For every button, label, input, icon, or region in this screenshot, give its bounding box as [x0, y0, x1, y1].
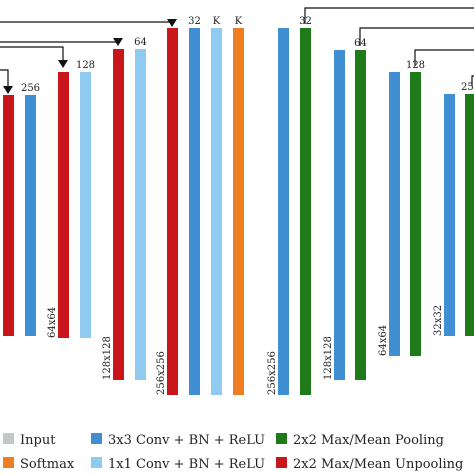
legend-label-softmax: Softmax — [20, 457, 75, 472]
skip-connection-5 — [304, 7, 474, 24]
layer-label-11: 256x256 — [267, 351, 278, 395]
layer-bar-16 — [410, 72, 421, 356]
legend: Input Softmax 3x3 Conv + BN + ReLU 1x1 C… — [3, 433, 463, 472]
legend-swatch-pool — [276, 433, 287, 444]
layer-label-10: K — [235, 16, 243, 27]
layer-label-15: 64x64 — [378, 325, 389, 356]
layer-label-6: 64 — [134, 37, 147, 48]
legend-swatch-softmax — [3, 457, 14, 468]
arrowhead-1 — [167, 19, 177, 27]
legend-swatch-input — [3, 433, 14, 444]
layer-label-9: K — [213, 16, 221, 27]
layer-label-5: 128x128 — [102, 336, 113, 380]
layer-label-3: 64x64 — [47, 307, 58, 338]
legend-label-unpool: 2x2 Max/Mean Unpooling — [293, 457, 463, 472]
legend-label-input: Input — [20, 433, 56, 448]
layer-bar-14 — [355, 50, 366, 380]
arrowhead-3 — [58, 60, 68, 68]
layer-label-7: 256x256 — [156, 351, 167, 395]
layer-bar-5 — [113, 49, 124, 380]
skip-connection-8 — [471, 75, 474, 86]
layer-bar-11 — [278, 28, 289, 395]
layer-bar-13 — [334, 50, 345, 380]
skip-connection-6 — [359, 27, 474, 46]
legend-label-pool: 2x2 Max/Mean Pooling — [293, 433, 444, 448]
layer-label-17: 32x32 — [433, 305, 444, 336]
layer-bar-10 — [233, 28, 244, 395]
arrowhead-4 — [3, 86, 13, 94]
layer-bar-4 — [80, 72, 91, 338]
layer-bar-9 — [211, 28, 222, 395]
legend-swatch-unpool — [276, 457, 287, 468]
layer-bar-12 — [300, 28, 311, 395]
skip-connection-4 — [0, 69, 9, 86]
legend-label-conv3: 3x3 Conv + BN + ReLU — [108, 433, 265, 448]
layer-label-13: 128x128 — [323, 336, 334, 380]
layer-bar-1 — [3, 95, 14, 336]
skip-connection-7 — [414, 49, 474, 66]
layer-label-4: 128 — [76, 60, 95, 71]
layer-label-8: 32 — [188, 16, 201, 27]
layer-bars — [3, 28, 474, 395]
legend-swatch-conv1 — [91, 457, 102, 468]
layer-bar-18 — [465, 94, 474, 336]
layer-label-18: 256 — [461, 82, 474, 93]
layer-label-2: 256 — [21, 83, 40, 94]
layer-bar-8 — [189, 28, 200, 395]
layer-bar-3 — [58, 72, 69, 338]
layer-bar-15 — [389, 72, 400, 356]
legend-label-conv1: 1x1 Conv + BN + ReLU — [108, 457, 265, 472]
layer-bar-17 — [444, 94, 455, 336]
layer-bar-6 — [135, 49, 146, 380]
layer-labels: 256 64x64 128 128x128 64 256x256 32 K K 256x256 32… — [21, 16, 474, 395]
layer-label-16: 128 — [406, 60, 425, 71]
arrowhead-2 — [113, 38, 123, 46]
skip-connection-1 — [0, 20, 173, 23]
arrowheads — [3, 19, 177, 94]
layer-label-14: 64 — [354, 38, 367, 49]
layer-label-12: 32 — [299, 16, 312, 27]
layer-bar-2 — [25, 95, 36, 336]
legend-swatch-conv3 — [91, 433, 102, 444]
skip-connection-2 — [0, 40, 119, 43]
layer-bar-7 — [167, 28, 178, 395]
skip-connection-3 — [0, 46, 64, 60]
